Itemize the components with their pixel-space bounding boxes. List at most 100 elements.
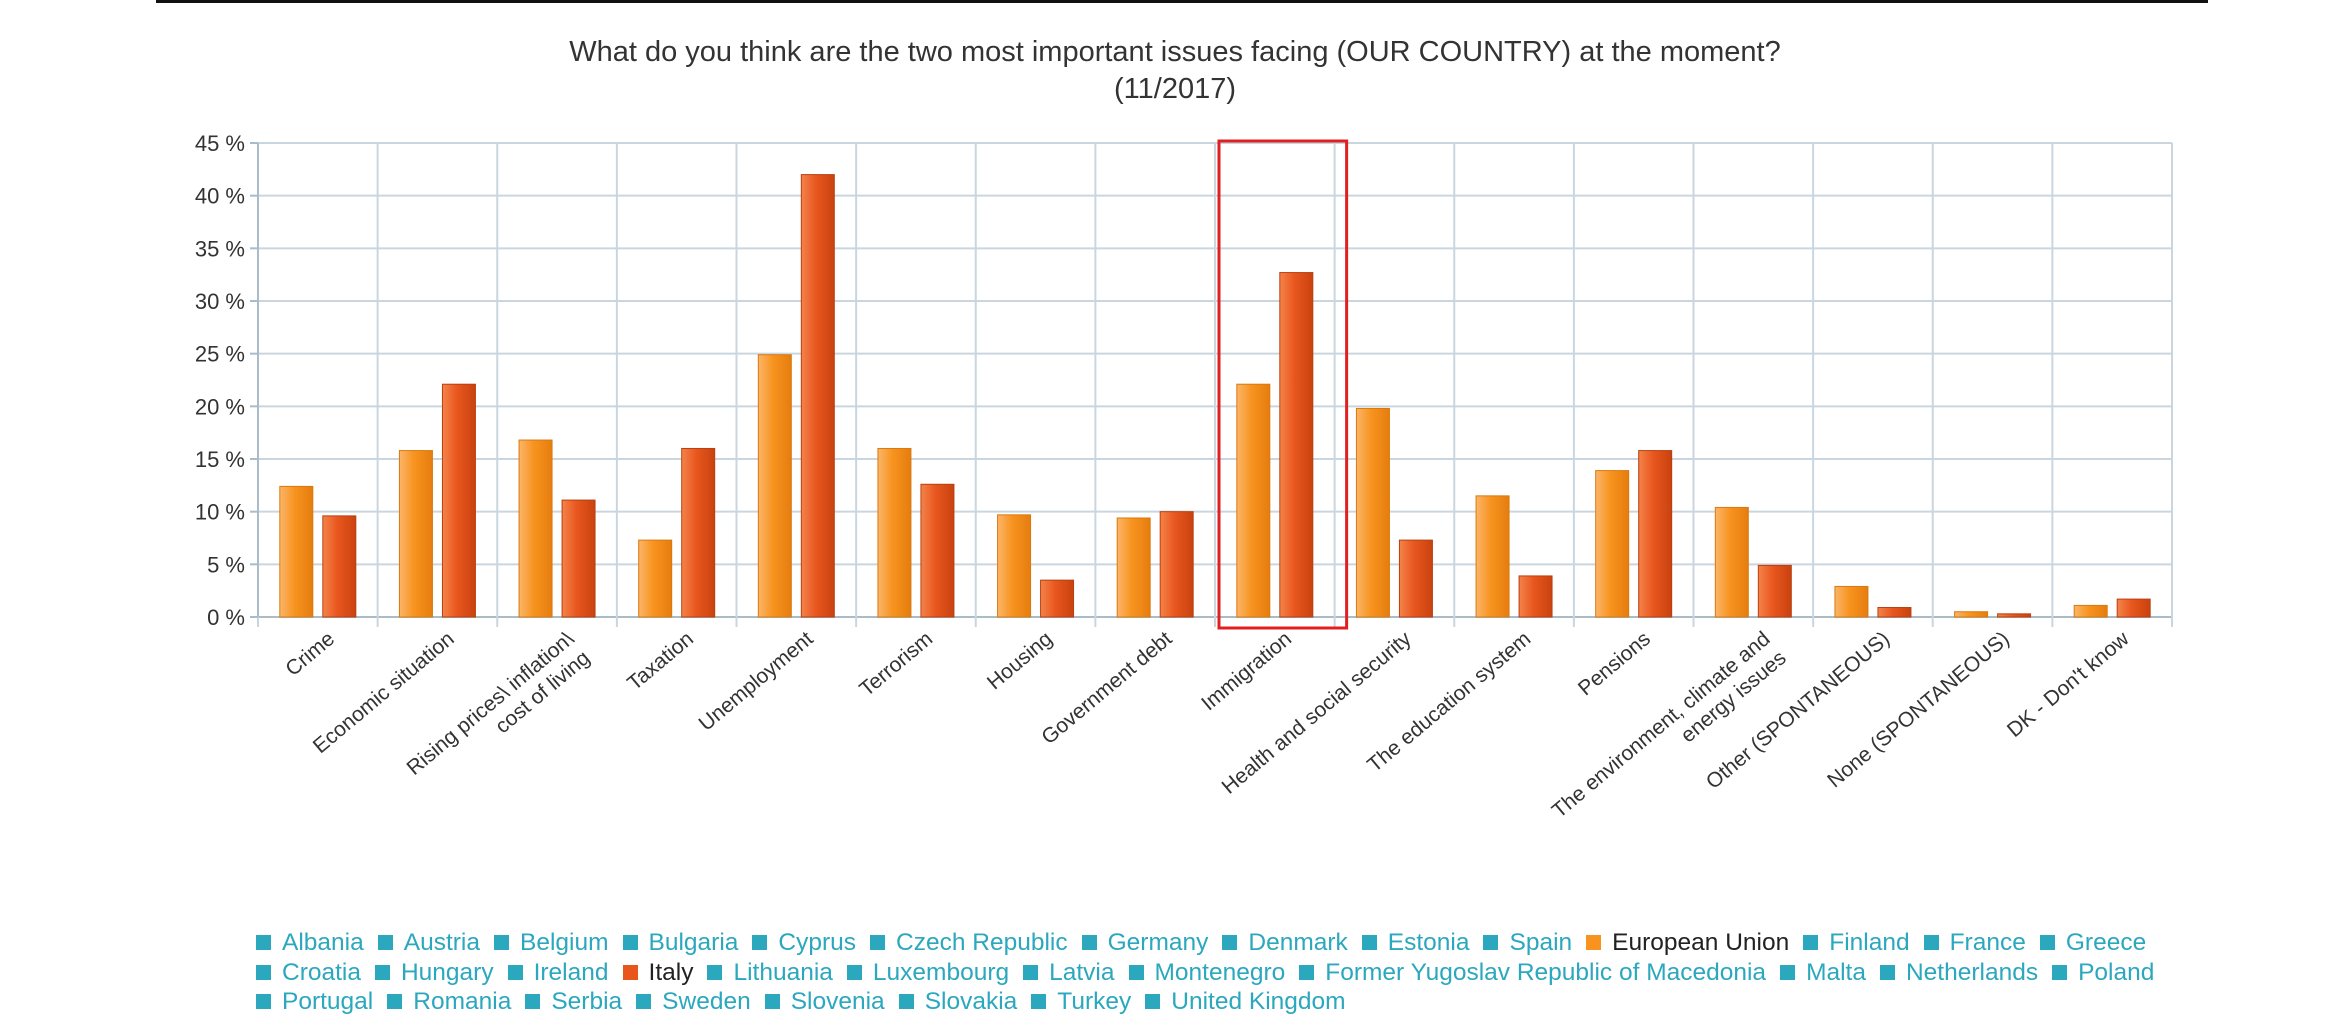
legend-swatch (374, 964, 390, 980)
legend-item[interactable]: Montenegro (1128, 958, 1286, 988)
legend-item[interactable]: Spain (1483, 928, 1572, 958)
legend-label: Malta (1806, 958, 1866, 986)
legend: Albania Austria Belgium Bulgaria Cyprus Czech… (256, 928, 2216, 1017)
legend-item[interactable]: Albania (256, 928, 364, 958)
legend-swatch (622, 964, 638, 980)
bar-italy-9 (1398, 539, 1433, 618)
bar-italy-8 (1279, 272, 1314, 618)
legend-label: Netherlands (1905, 958, 2039, 986)
legend-swatch (377, 935, 393, 950)
legend-label: Italy (648, 958, 694, 986)
legend-swatch (507, 964, 523, 980)
legend-item[interactable]: Malta (1780, 958, 1866, 988)
bar-eu-10 (1475, 495, 1510, 618)
legend-item[interactable]: Germany (1081, 928, 1208, 958)
legend-item[interactable]: European Union (1586, 928, 1789, 958)
bar-italy-11 (1638, 450, 1673, 618)
legend-item[interactable]: Estonia (1361, 928, 1469, 958)
bar-italy-6 (1040, 579, 1075, 618)
bar-italy-1 (441, 383, 476, 618)
legend-item[interactable]: Denmark (1222, 928, 1348, 958)
legend-swatch (1586, 935, 1602, 950)
legend-item[interactable]: Latvia (1023, 958, 1115, 988)
legend-label: Slovenia (790, 988, 885, 1015)
y-tick-label: 0 % (207, 605, 245, 630)
legend-label: Belgium (520, 929, 609, 956)
legend-label: Denmark (1248, 929, 1348, 956)
legend-item[interactable]: Former Yugoslav Republic of Macedonia (1299, 958, 1766, 988)
legend-item[interactable]: Portugal (256, 987, 373, 1017)
legend-item[interactable]: Turkey (1031, 987, 1131, 1017)
legend-label: Cyprus (778, 929, 857, 956)
legend-item[interactable]: Bulgaria (622, 928, 739, 958)
bars (279, 174, 2151, 618)
bar-eu-2 (518, 439, 553, 618)
legend-item[interactable]: Netherlands (1879, 958, 2039, 988)
bar-italy-3 (681, 447, 716, 618)
legend-swatch (494, 935, 509, 950)
legend-swatch (1803, 935, 1819, 950)
x-tick-label: Pensions (1574, 627, 1655, 700)
chart-subtitle: (11/2017) (1114, 73, 1236, 105)
bar-eu-7 (1116, 517, 1151, 618)
bar-eu-15 (2073, 604, 2108, 618)
y-tick-label: 20 % (195, 394, 245, 419)
bar-italy-12 (1757, 564, 1792, 618)
x-tick-label: Terrorism (855, 627, 937, 701)
legend-label: Luxembourg (872, 958, 1010, 986)
legend-label: Romania (413, 988, 512, 1015)
legend-label: Hungary (400, 958, 494, 986)
legend-label: Bulgaria (648, 929, 739, 956)
legend-item[interactable]: Lithuania (707, 958, 833, 988)
bar-eu-1 (398, 450, 433, 618)
legend-label: France (1949, 929, 2026, 956)
bar-eu-13 (1834, 585, 1869, 618)
legend-swatch (256, 935, 271, 950)
legend-item[interactable]: France (1923, 928, 2026, 958)
bar-italy-15 (2116, 598, 2151, 618)
gridlines (257, 142, 2173, 627)
legend-label: United Kingdom (1171, 988, 1346, 1015)
legend-item[interactable]: Italy (622, 958, 694, 988)
legend-item[interactable]: Slovenia (764, 987, 885, 1017)
legend-label: European Union (1612, 929, 1790, 956)
bar-eu-3 (638, 539, 673, 618)
legend-swatch (1780, 964, 1796, 980)
bar-eu-11 (1595, 470, 1630, 618)
legend-item[interactable]: Cyprus (752, 928, 856, 958)
bar-italy-7 (1159, 511, 1194, 618)
legend-swatch (387, 994, 403, 1009)
legend-swatch (1128, 964, 1144, 980)
bar-eu-14 (1954, 611, 1989, 618)
legend-item[interactable]: Greece (2039, 928, 2146, 958)
bar-eu-4 (757, 354, 792, 618)
y-axis: 0 % 5 % 10 % 15 % 20 % 25 % 30 % 35 % 40 % 45 % (195, 131, 258, 630)
legend-item[interactable]: Sweden (636, 987, 751, 1017)
legend-item[interactable]: Czech Republic (870, 928, 1068, 958)
legend-item[interactable]: Ireland (507, 958, 609, 988)
legend-swatch (525, 994, 541, 1009)
legend-swatch (2039, 935, 2055, 950)
chart-title: What do you think are the two most impor… (569, 36, 1781, 68)
legend-item[interactable]: Poland (2052, 958, 2154, 988)
legend-label: Montenegro (1154, 958, 1286, 986)
legend-item[interactable]: Austria (377, 928, 480, 958)
x-tick-label: Government debt (1037, 627, 1176, 749)
legend-item[interactable]: Luxembourg (846, 958, 1010, 988)
legend-label: Albania (282, 929, 364, 956)
legend-item[interactable]: Romania (387, 987, 511, 1017)
legend-item[interactable]: Serbia (525, 987, 622, 1017)
legend-item[interactable]: Hungary (374, 958, 494, 988)
x-tick-label: Health and social security (1218, 627, 1416, 799)
legend-item[interactable]: Croatia (256, 958, 361, 988)
legend-label: Turkey (1057, 988, 1132, 1015)
legend-label: Former Yugoslav Republic of Macedonia (1325, 958, 1767, 986)
legend-item[interactable]: Belgium (494, 928, 609, 958)
legend-item[interactable]: Finland (1803, 928, 1910, 958)
x-tick-label: Housing (983, 627, 1057, 694)
legend-swatch (752, 935, 768, 950)
legend-item[interactable]: United Kingdom (1145, 987, 1346, 1017)
legend-item[interactable]: Slovakia (898, 987, 1017, 1017)
legend-swatch (1031, 994, 1047, 1009)
